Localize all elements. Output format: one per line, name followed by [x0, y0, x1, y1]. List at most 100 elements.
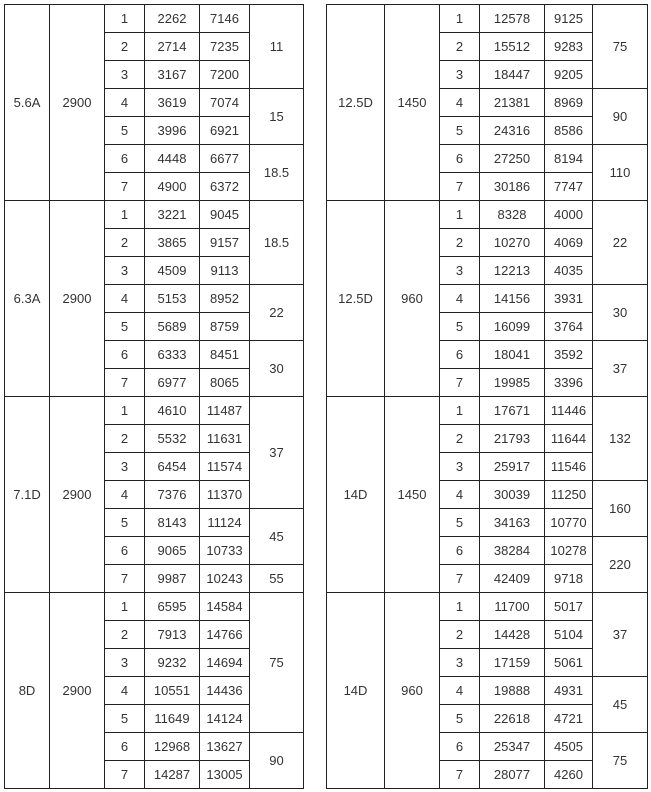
- table-row: 2 7913 14766: [5, 620, 304, 649]
- table-row: 3 9232 14694: [5, 648, 304, 677]
- flow-cell: 19985: [479, 368, 545, 397]
- flow-cell: 3619: [144, 88, 200, 117]
- table-row: 2 14428 5104: [327, 620, 648, 649]
- pressure-cell: 14124: [199, 704, 250, 733]
- flow-cell: 8328: [479, 200, 545, 229]
- flow-cell: 9987: [144, 564, 200, 593]
- point-cell: 1: [439, 4, 480, 33]
- flow-cell: 25347: [479, 732, 545, 761]
- pressure-cell: 4035: [544, 256, 593, 285]
- flow-cell: 17159: [479, 648, 545, 677]
- table-row: 7 30186 7747: [327, 172, 648, 201]
- point-cell: 2: [104, 424, 145, 453]
- pressure-cell: 10278: [544, 536, 593, 565]
- pressure-cell: 11487: [199, 396, 250, 425]
- point-cell: 3: [439, 648, 480, 677]
- point-cell: 4: [439, 284, 480, 313]
- flow-cell: 11649: [144, 704, 200, 733]
- point-cell: 6: [439, 340, 480, 369]
- point-cell: 3: [104, 648, 145, 677]
- point-cell: 4: [104, 676, 145, 705]
- model-cell: 8D: [4, 592, 50, 789]
- pressure-cell: 6921: [199, 116, 250, 145]
- power-cell: 75: [249, 592, 304, 733]
- point-cell: 1: [104, 200, 145, 229]
- point-cell: 3: [104, 452, 145, 481]
- table-row: 6 27250 8194 110: [327, 144, 648, 201]
- pressure-cell: 11124: [199, 508, 250, 537]
- power-cell: 75: [592, 4, 648, 89]
- point-cell: 3: [439, 60, 480, 89]
- pressure-cell: 8586: [544, 116, 593, 145]
- speed-cell: 2900: [49, 4, 105, 201]
- pressure-cell: 3396: [544, 368, 593, 397]
- pressure-cell: 7235: [199, 32, 250, 61]
- power-cell: 132: [592, 396, 648, 481]
- power-cell: 37: [592, 340, 648, 397]
- table-row: 4 14156 3931 30: [327, 284, 648, 341]
- flow-cell: 7376: [144, 480, 200, 509]
- pressure-cell: 6677: [199, 144, 250, 173]
- point-cell: 1: [439, 396, 480, 425]
- point-cell: 1: [439, 200, 480, 229]
- pressure-cell: 8065: [199, 368, 250, 397]
- flow-cell: 5689: [144, 312, 200, 341]
- power-cell: 18.5: [249, 200, 304, 285]
- point-cell: 2: [439, 424, 480, 453]
- pressure-cell: 4069: [544, 228, 593, 257]
- pressure-cell: 11546: [544, 452, 593, 481]
- power-cell: 110: [592, 144, 648, 201]
- pressure-cell: 10770: [544, 508, 593, 537]
- flow-cell: 38284: [479, 536, 545, 565]
- flow-cell: 22618: [479, 704, 545, 733]
- model-cell: 7.1D: [4, 396, 50, 593]
- speed-cell: 960: [384, 200, 440, 397]
- point-cell: 1: [439, 592, 480, 621]
- point-cell: 7: [104, 172, 145, 201]
- model-cell: 6.3A: [4, 200, 50, 397]
- flow-cell: 3996: [144, 116, 200, 145]
- flow-cell: 17671: [479, 396, 545, 425]
- point-cell: 2: [439, 620, 480, 649]
- pressure-cell: 7146: [199, 4, 250, 33]
- flow-cell: 42409: [479, 564, 545, 593]
- flow-cell: 9232: [144, 648, 200, 677]
- table-row: 2 2714 7235: [5, 32, 304, 61]
- table-row: 7 9987 10243 55: [5, 564, 304, 593]
- flow-cell: 2714: [144, 32, 200, 61]
- pressure-cell: 10733: [199, 536, 250, 565]
- pressure-cell: 3931: [544, 284, 593, 313]
- flow-cell: 27250: [479, 144, 545, 173]
- table-row: 8D 2900 1 6595 14584 75: [4, 592, 304, 789]
- fan-performance-table-right: 12.5D 1450 1 12578 9125 75 2 15512 9283 3 18447 920…: [326, 4, 648, 789]
- pressure-cell: 9113: [199, 256, 250, 285]
- table-row: 2 5532 11631: [5, 424, 304, 453]
- flow-cell: 24316: [479, 116, 545, 145]
- flow-cell: 18447: [479, 60, 545, 89]
- power-cell: 90: [249, 732, 304, 789]
- table-row: 4 7376 11370: [5, 480, 304, 509]
- power-cell: 75: [592, 732, 648, 789]
- table-row: 5 22618 4721: [327, 704, 648, 733]
- point-cell: 2: [439, 228, 480, 257]
- point-cell: 4: [439, 480, 480, 509]
- point-cell: 2: [439, 32, 480, 61]
- table-row: 3 25917 11546: [327, 452, 648, 481]
- point-cell: 7: [439, 172, 480, 201]
- table-row: 5 34163 10770: [327, 508, 648, 537]
- point-cell: 2: [104, 620, 145, 649]
- pressure-cell: 7074: [199, 88, 250, 117]
- point-cell: 7: [439, 368, 480, 397]
- point-cell: 7: [439, 760, 480, 789]
- pressure-cell: 3764: [544, 312, 593, 341]
- table-row: 6 9065 10733: [5, 536, 304, 565]
- table-row: 5 5689 8759: [5, 312, 304, 341]
- pressure-cell: 4721: [544, 704, 593, 733]
- table-row: 7 14287 13005: [5, 760, 304, 789]
- point-cell: 1: [104, 396, 145, 425]
- table-row: 12.5D 1450 1 12578 9125 75: [326, 4, 648, 201]
- table-row: 6 18041 3592 37: [327, 340, 648, 397]
- table-row: 5 3996 6921: [5, 116, 304, 145]
- flow-cell: 12578: [479, 4, 545, 33]
